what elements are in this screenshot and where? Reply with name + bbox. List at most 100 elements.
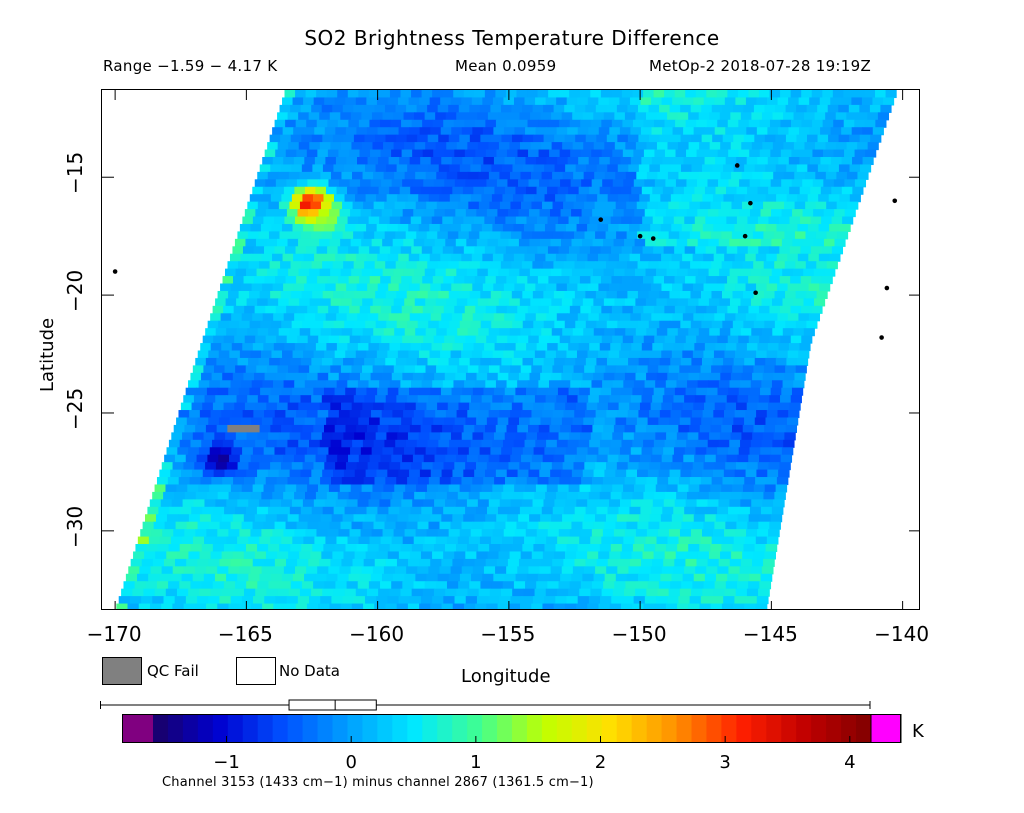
heatmap-cell: [208, 521, 221, 530]
heatmap-cell: [425, 447, 438, 456]
heatmap-cell: [472, 521, 485, 530]
heatmap-cell: [625, 328, 637, 337]
heatmap-cell: [381, 209, 393, 218]
heatmap-cell: [774, 424, 787, 433]
heatmap-cell: [276, 514, 289, 523]
heatmap-cell: [612, 335, 624, 344]
heatmap-cell: [674, 558, 686, 567]
heatmap-cell: [307, 209, 320, 218]
heatmap-cell: [576, 499, 588, 508]
heatmap-cell: [440, 283, 452, 292]
colorbar-segment: [482, 714, 498, 743]
heatmap-cell: [398, 596, 411, 605]
heatmap-cell: [637, 231, 649, 240]
heatmap-cell: [488, 298, 500, 307]
heatmap-cell: [637, 290, 650, 299]
y-tick-label: −15: [63, 152, 87, 195]
heatmap-cell: [274, 246, 286, 255]
heatmap-cell: [491, 581, 504, 590]
heatmap-cell: [581, 179, 593, 188]
heatmap-cell: [759, 335, 771, 344]
heatmap-cell: [662, 156, 674, 166]
heatmap-cell: [672, 566, 685, 575]
heatmap-cell: [529, 238, 541, 247]
heatmap-cell: [406, 134, 418, 143]
heatmap-cell: [417, 320, 429, 329]
heatmap-cell: [768, 529, 780, 538]
heatmap-cell: [260, 223, 273, 233]
heatmap-cell: [348, 454, 360, 463]
heatmap-cell: [289, 328, 301, 337]
heatmap-cell: [685, 335, 697, 344]
heatmap-cell: [244, 402, 257, 411]
heatmap-cell: [771, 506, 784, 515]
heatmap-cell: [745, 283, 757, 292]
heatmap-cell: [800, 246, 812, 255]
heatmap-cell: [479, 402, 492, 411]
heatmap-cell: [272, 454, 284, 463]
heatmap-cell: [600, 387, 612, 396]
heatmap-cell: [780, 395, 792, 404]
heatmap-cell: [203, 573, 216, 582]
heatmap-cell: [336, 380, 348, 389]
heatmap-cell: [429, 350, 441, 359]
heatmap-cell: [398, 283, 410, 292]
heatmap-cell: [591, 380, 603, 389]
heatmap-cell: [284, 343, 296, 352]
heatmap-cell: [204, 395, 216, 404]
colorbar-segment: [691, 714, 707, 743]
heatmap-cell: [599, 439, 612, 448]
heatmap-cell: [501, 134, 513, 143]
heatmap-cell: [463, 424, 475, 433]
heatmap-cell: [242, 343, 254, 352]
heatmap-cell: [597, 194, 609, 203]
heatmap-cell: [736, 216, 749, 225]
heatmap-cell: [581, 209, 593, 218]
heatmap-cell: [398, 469, 410, 478]
heatmap-cell: [822, 90, 834, 99]
heatmap-cell: [717, 119, 729, 128]
heatmap-cell: [459, 357, 471, 366]
heatmap-cell: [404, 142, 416, 151]
heatmap-cell: [702, 469, 714, 478]
heatmap-cell: [671, 462, 683, 471]
heatmap-cell: [479, 491, 492, 500]
heatmap-cell: [374, 261, 386, 270]
heatmap-cell: [443, 506, 455, 515]
heatmap-cell: [790, 305, 802, 314]
heatmap-cell: [719, 432, 732, 441]
heatmap-cell: [585, 290, 597, 299]
heatmap-cell: [231, 447, 243, 456]
heatmap-cell: [391, 581, 403, 590]
heatmap-cell: [679, 417, 692, 426]
heatmap-cell: [742, 551, 754, 560]
heatmap-cell: [664, 335, 676, 344]
heatmap-cell: [649, 410, 661, 419]
heatmap-cell: [490, 104, 502, 113]
heatmap-cell: [508, 506, 521, 515]
heatmap-cell: [596, 357, 608, 366]
heatmap-cell: [736, 521, 748, 530]
heatmap-cell: [440, 97, 452, 106]
heatmap-cell: [360, 447, 373, 456]
heatmap-cell: [369, 246, 381, 255]
heatmap-cell: [166, 514, 179, 523]
heatmap-cell: [530, 112, 542, 121]
heatmap-cell: [443, 551, 455, 560]
heatmap-cell: [759, 90, 771, 99]
heatmap-cell: [762, 432, 775, 441]
heatmap-cell: [287, 112, 299, 121]
heatmap-cell: [338, 276, 350, 285]
heatmap-cell: [617, 566, 630, 575]
heatmap-cell: [332, 134, 344, 143]
heatmap-cell: [454, 149, 466, 158]
heatmap-cell: [737, 246, 749, 255]
heatmap-cell: [379, 216, 391, 225]
heatmap-cell: [504, 477, 517, 486]
heatmap-cell: [495, 276, 507, 285]
heatmap-cell: [471, 573, 483, 582]
heatmap-cell: [638, 134, 650, 143]
heatmap-cell: [400, 216, 412, 225]
heatmap-cell: [578, 156, 590, 166]
heatmap-cell: [228, 320, 240, 329]
